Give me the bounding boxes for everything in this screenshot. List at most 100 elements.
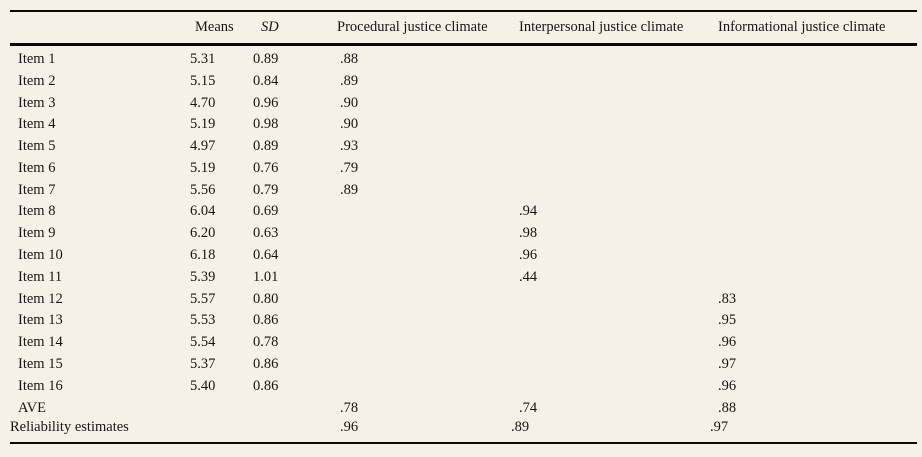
- cell-interpersonal: [511, 92, 710, 114]
- cell-means: 6.04: [190, 203, 216, 220]
- cell-interpersonal: .44: [519, 268, 538, 285]
- col-header-sd: SD: [245, 10, 329, 46]
- cell-informational: .97: [710, 418, 729, 435]
- cell-means: 5.54: [190, 334, 216, 351]
- cell-row-label: Item 12: [18, 290, 63, 307]
- cell-sd: 0.64: [253, 247, 279, 264]
- cell-interpersonal: .74: [519, 399, 538, 416]
- item-statistics-table: Means SD Procedural justice climate Inte…: [10, 10, 917, 444]
- cell-sd: 1.01: [253, 268, 279, 285]
- cell-row-label: Item 11: [18, 268, 63, 285]
- cell-means: 5.53: [190, 312, 216, 329]
- cell-row-label: Item 16: [18, 377, 63, 394]
- cell-sd: [245, 419, 329, 443]
- cell-informational: [710, 92, 917, 114]
- cell-interpersonal: .98: [519, 225, 538, 242]
- cell-procedural: [329, 375, 511, 397]
- cell-sd: 0.79: [253, 181, 279, 198]
- cell-interpersonal: [511, 70, 710, 92]
- cell-sd: 0.86: [253, 377, 279, 394]
- cell-informational: [710, 45, 917, 71]
- cell-procedural: .96: [340, 418, 359, 435]
- table-row: Item 13 5.53 0.86 .95: [10, 310, 917, 332]
- cell-sd: 0.96: [253, 94, 279, 111]
- cell-informational: [710, 179, 917, 201]
- cell-means: 5.19: [190, 159, 216, 176]
- cell-row-label: Item 1: [18, 51, 56, 67]
- col-header-label: [10, 10, 182, 46]
- cell-interpersonal: [511, 179, 710, 201]
- table-row: AVE .78 .74 .88: [10, 397, 917, 419]
- cell-means: 6.18: [190, 247, 216, 264]
- table-row: Item 5 4.97 0.89 .93: [10, 136, 917, 158]
- cell-sd: 0.86: [253, 312, 279, 329]
- table-row: Item 9 6.20 0.63 .98: [10, 223, 917, 245]
- cell-procedural: .89: [340, 72, 359, 89]
- cell-interpersonal: [511, 45, 710, 71]
- table-row: Item 12 5.57 0.80 .83: [10, 288, 917, 310]
- cell-row-label: Item 9: [18, 225, 56, 242]
- cell-means: 5.40: [190, 377, 216, 394]
- table-row: Item 11 5.39 1.01 .44: [10, 266, 917, 288]
- cell-interpersonal: .89: [511, 418, 530, 435]
- cell-procedural: [329, 245, 511, 267]
- cell-procedural: [329, 332, 511, 354]
- cell-interpersonal: .96: [519, 247, 538, 264]
- cell-interpersonal: [511, 332, 710, 354]
- cell-informational: .88: [718, 399, 737, 416]
- cell-informational: [710, 223, 917, 245]
- cell-sd: 0.89: [253, 51, 279, 67]
- col-header-interpersonal-justice-climate: Interpersonal justice climate: [511, 10, 710, 46]
- cell-sd: 0.89: [253, 138, 279, 155]
- table-row: Item 10 6.18 0.64 .96: [10, 245, 917, 267]
- col-header-informational-justice-climate: Informational justice climate: [710, 10, 917, 46]
- table-header: Means SD Procedural justice climate Inte…: [10, 10, 917, 46]
- cell-informational: [710, 70, 917, 92]
- table-row: Item 4 5.19 0.98 .90: [10, 114, 917, 136]
- cell-row-label: Item 8: [18, 203, 56, 220]
- cell-sd: 0.69: [253, 203, 279, 220]
- cell-interpersonal: [511, 288, 710, 310]
- cell-procedural: .79: [340, 159, 359, 176]
- cell-means: 5.15: [190, 72, 216, 89]
- cell-means: 5.19: [190, 116, 216, 133]
- table-row: Item 3 4.70 0.96 .90: [10, 92, 917, 114]
- cell-means: 5.39: [190, 268, 216, 285]
- cell-informational: .96: [718, 377, 737, 394]
- cell-interpersonal: [511, 114, 710, 136]
- table-row: Item 2 5.15 0.84 .89: [10, 70, 917, 92]
- cell-sd: 0.76: [253, 159, 279, 176]
- table-row: Item 14 5.54 0.78 .96: [10, 332, 917, 354]
- table-body: Item 1 5.31 0.89 .88 Item 2 5.15 0.84 .8…: [10, 45, 917, 443]
- cell-row-label: AVE: [18, 399, 46, 416]
- cell-row-label: Item 2: [18, 72, 56, 89]
- cell-procedural: .78: [340, 399, 359, 416]
- cell-means: 4.70: [190, 94, 216, 111]
- table-row: Item 16 5.40 0.86 .96: [10, 375, 917, 397]
- cell-procedural: [329, 354, 511, 376]
- table-row: Item 15 5.37 0.86 .97: [10, 354, 917, 376]
- col-header-procedural-justice-climate: Procedural justice climate: [329, 10, 511, 46]
- cell-means: 5.31: [190, 51, 216, 67]
- cell-procedural: .90: [340, 94, 359, 111]
- cell-interpersonal: [511, 310, 710, 332]
- table-row: Item 7 5.56 0.79 .89: [10, 179, 917, 201]
- cell-means: 4.97: [190, 138, 216, 155]
- cell-means: [182, 419, 245, 443]
- cell-interpersonal: [511, 158, 710, 180]
- cell-sd: [245, 397, 329, 419]
- cell-row-label: Item 3: [18, 94, 56, 111]
- header-row: Means SD Procedural justice climate Inte…: [10, 10, 917, 46]
- cell-row-label: Item 5: [18, 138, 56, 155]
- cell-informational: .96: [718, 334, 737, 351]
- measurement-model-table: Means SD Procedural justice climate Inte…: [10, 10, 917, 444]
- col-header-means: Means: [182, 10, 245, 46]
- cell-row-label: Item 7: [18, 181, 56, 198]
- cell-procedural: [329, 310, 511, 332]
- cell-informational: [710, 158, 917, 180]
- table-row: Item 1 5.31 0.89 .88: [10, 45, 917, 71]
- cell-means: 5.37: [190, 355, 216, 372]
- cell-procedural: .89: [340, 181, 359, 198]
- cell-row-label: Item 10: [18, 247, 63, 264]
- cell-procedural: [329, 266, 511, 288]
